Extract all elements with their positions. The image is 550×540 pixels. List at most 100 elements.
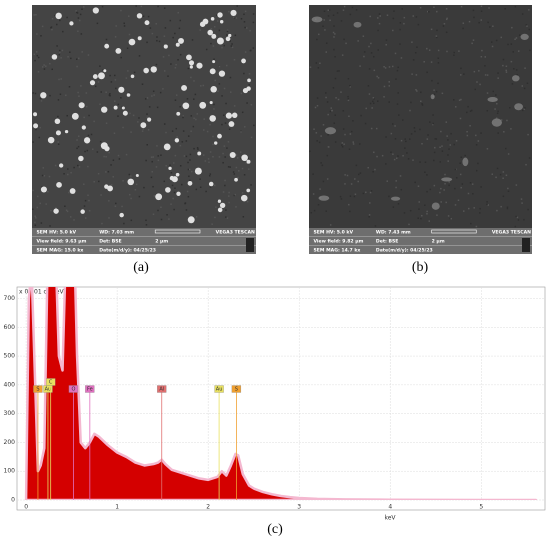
noise <box>466 131 468 133</box>
noise <box>222 152 224 155</box>
noise <box>495 117 498 119</box>
noise <box>499 173 502 176</box>
noise <box>225 216 227 218</box>
noise <box>348 148 351 150</box>
noise <box>202 154 205 156</box>
noise <box>117 103 120 106</box>
noise <box>130 131 132 133</box>
particle <box>136 13 143 19</box>
info-text: 2 µm <box>155 239 168 245</box>
noise <box>93 180 95 183</box>
particle <box>390 196 401 201</box>
noise <box>229 166 231 168</box>
noise <box>407 158 410 160</box>
noise <box>349 133 352 135</box>
noise <box>129 112 131 115</box>
noise <box>152 185 154 188</box>
noise <box>346 174 349 177</box>
particle <box>214 141 218 145</box>
noise <box>344 133 346 136</box>
noise <box>39 126 41 129</box>
noise <box>228 201 230 204</box>
noise <box>492 25 494 28</box>
particle <box>247 78 251 83</box>
noise <box>76 12 79 14</box>
noise <box>138 55 141 57</box>
noise <box>77 145 80 148</box>
noise <box>399 28 401 31</box>
noise <box>448 184 450 187</box>
noise <box>528 9 530 11</box>
noise <box>507 187 509 190</box>
noise <box>484 56 487 58</box>
noise <box>480 132 482 134</box>
noise <box>372 102 375 105</box>
noise <box>225 64 228 67</box>
noise <box>349 84 351 87</box>
noise <box>412 159 414 161</box>
noise <box>436 29 438 32</box>
noise <box>231 43 233 45</box>
noise <box>243 72 245 75</box>
noise <box>475 169 478 172</box>
noise <box>167 75 169 77</box>
noise <box>128 173 131 176</box>
noise <box>66 16 68 19</box>
noise <box>47 190 49 193</box>
particle <box>217 199 222 203</box>
noise <box>132 114 135 117</box>
noise <box>368 45 370 48</box>
noise <box>454 187 456 190</box>
noise <box>165 165 167 167</box>
noise <box>109 92 111 95</box>
marker-label: Au <box>216 387 223 393</box>
noise <box>410 101 412 104</box>
noise <box>108 217 110 219</box>
noise <box>475 134 477 137</box>
noise <box>88 114 90 117</box>
noise <box>208 161 210 164</box>
noise <box>128 92 130 94</box>
noise <box>125 77 128 79</box>
noise <box>244 51 247 53</box>
noise <box>37 195 39 198</box>
noise <box>189 153 192 156</box>
noise <box>35 13 37 16</box>
noise <box>142 15 145 18</box>
noise <box>342 128 345 130</box>
noise <box>484 65 486 67</box>
noise <box>367 85 370 87</box>
particle <box>219 202 226 209</box>
particle <box>188 60 195 66</box>
noise <box>175 94 178 96</box>
noise <box>205 190 207 193</box>
noise <box>404 147 406 149</box>
noise <box>239 151 242 153</box>
y-tick-label: 700 <box>4 295 16 302</box>
noise <box>492 90 495 93</box>
noise <box>316 97 319 99</box>
noise <box>360 114 362 117</box>
noise <box>225 209 227 211</box>
noise <box>108 200 110 202</box>
noise <box>461 183 464 185</box>
noise <box>231 46 234 49</box>
particle <box>462 157 469 167</box>
noise <box>309 150 311 153</box>
noise <box>469 182 472 184</box>
noise <box>108 94 111 96</box>
noise <box>187 161 189 164</box>
noise <box>112 159 115 161</box>
noise <box>212 143 214 146</box>
noise <box>516 74 518 76</box>
particle <box>217 133 222 139</box>
noise <box>480 10 483 12</box>
noise <box>392 206 395 208</box>
noise <box>62 30 64 33</box>
noise <box>441 150 444 152</box>
noise <box>240 131 242 133</box>
noise <box>504 8 506 10</box>
noise <box>60 57 62 59</box>
particle <box>56 182 62 188</box>
noise <box>409 138 411 140</box>
